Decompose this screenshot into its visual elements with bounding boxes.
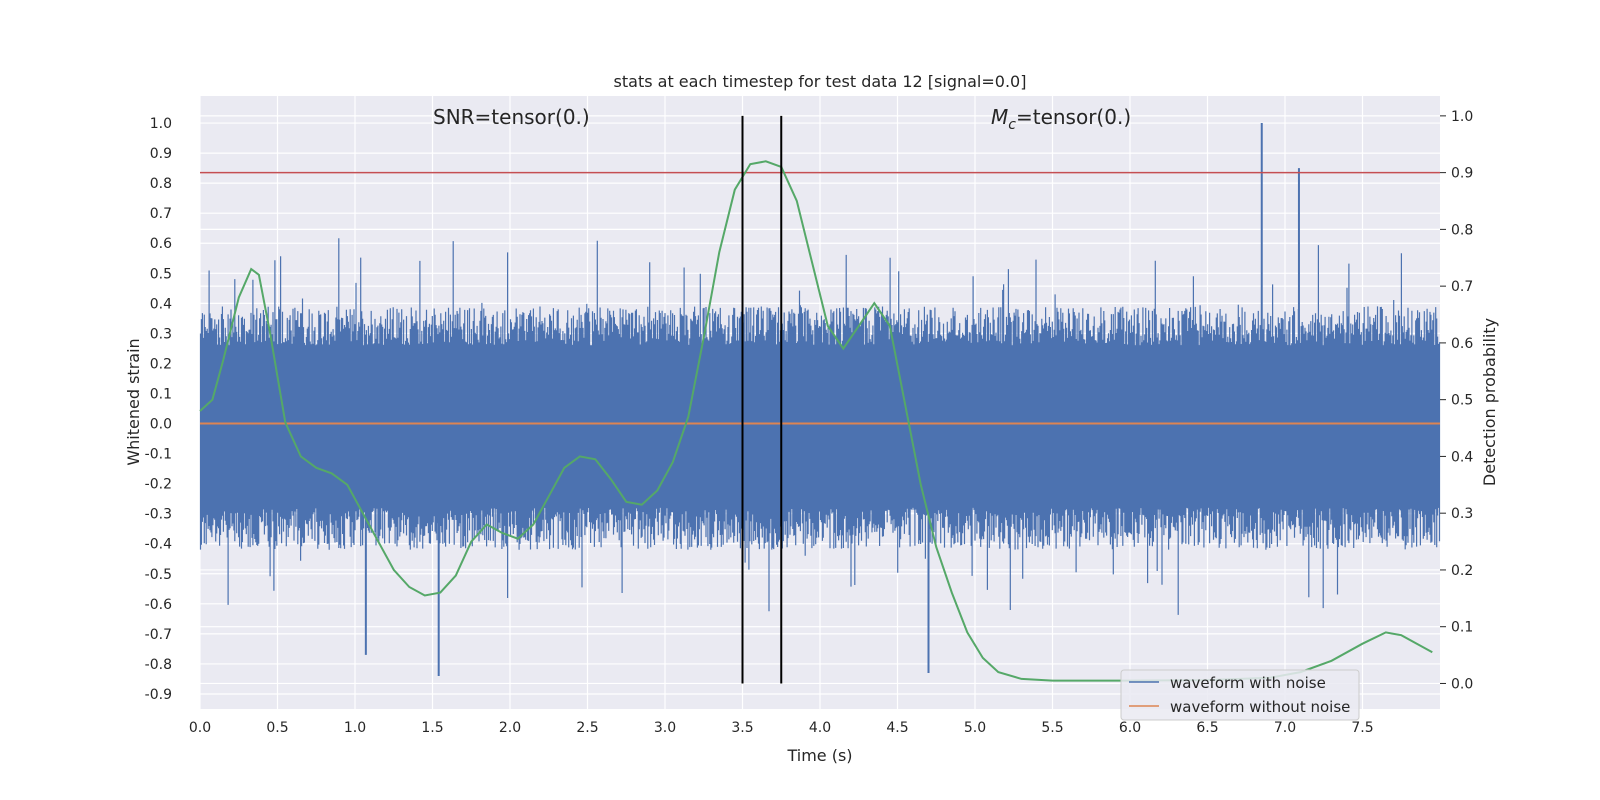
y-tick-label: 0.0 <box>150 417 172 433</box>
y2-tick-label: 0.5 <box>1451 393 1473 409</box>
x-tick-label: 7.5 <box>1351 720 1373 736</box>
y2-tick-label: 0.1 <box>1451 620 1473 636</box>
y2-tick-label: 0.0 <box>1451 676 1473 692</box>
y2-tick-label: 0.3 <box>1451 506 1473 522</box>
x-tick-label: 1.0 <box>344 720 366 736</box>
y2-tick-label: 0.8 <box>1451 222 1473 238</box>
y-tick-label: 0.1 <box>150 386 172 402</box>
y-tick-label: 0.3 <box>150 326 172 342</box>
overlay <box>199 115 1440 684</box>
y-tick-label: -0.6 <box>145 597 172 613</box>
legend-label-clean: waveform without noise <box>1170 698 1350 716</box>
x-tick-label: 0.5 <box>266 720 288 736</box>
snr-annotation: SNR=tensor(0.) <box>433 105 590 129</box>
x-tick-label: 3.0 <box>654 720 676 736</box>
mc-annotation: Mc=tensor(0.) <box>991 105 1131 133</box>
x-tick-label: 5.5 <box>1041 720 1063 736</box>
y-tick-label: 0.4 <box>150 296 172 312</box>
x-tick-label: 6.0 <box>1119 720 1141 736</box>
y-tick-label: 0.5 <box>150 266 172 282</box>
x-tick-label: 3.5 <box>731 720 753 736</box>
y-axis-label: Whitened strain <box>124 338 143 465</box>
chart-title: stats at each timestep for test data 12 … <box>614 72 1027 91</box>
y-tick-label: -0.8 <box>145 657 172 673</box>
mc-subscript: c <box>1008 117 1016 133</box>
y-tick-label: -0.2 <box>145 477 172 493</box>
x-tick-label: 6.5 <box>1196 720 1218 736</box>
y2-tick-label: 0.6 <box>1451 336 1473 352</box>
detection-probability-line <box>199 160 1433 682</box>
y-tick-label: 0.7 <box>150 206 172 222</box>
y2-axis-label: Detection probability <box>1480 318 1499 486</box>
x-tick-label: 2.5 <box>576 720 598 736</box>
y2-tick-label: 0.4 <box>1451 449 1473 465</box>
y2-tick-label: 1.0 <box>1451 109 1473 125</box>
y-tick-label: -0.3 <box>145 507 172 523</box>
x-tick-label: 4.5 <box>886 720 908 736</box>
legend-box <box>1120 669 1360 721</box>
legend-label-noise: waveform with noise <box>1170 674 1326 692</box>
y-tick-label: 0.6 <box>150 236 172 252</box>
x-axis-ticks: 0.0 0.5 1.0 1.5 2.0 2.5 3.0 3.5 4.0 4.5 5.0 5.5 6.0 6… <box>189 720 1374 736</box>
legend: waveform with noise waveform without noi… <box>1120 669 1360 721</box>
y-tick-label: -0.1 <box>145 447 172 463</box>
x-axis-label: Time (s) <box>786 746 852 765</box>
y-tick-label: 0.8 <box>150 176 172 192</box>
x-tick-label: 7.0 <box>1274 720 1296 736</box>
y-tick-label: 1.0 <box>150 116 172 132</box>
y-tick-label: -0.4 <box>145 537 172 553</box>
y-tick-label: -0.5 <box>145 567 172 583</box>
y-tick-label: 0.2 <box>150 356 172 372</box>
x-tick-label: 5.0 <box>964 720 986 736</box>
mc-symbol: M <box>991 105 1008 129</box>
y2-axis-ticks: 1.0 0.9 0.8 0.7 0.6 0.5 0.4 0.3 0.2 0.1 0.0 <box>1440 109 1473 692</box>
y2-tick-label: 0.7 <box>1451 279 1473 295</box>
x-tick-label: 2.0 <box>499 720 521 736</box>
y-axis-ticks: 1.0 0.9 0.8 0.7 0.6 0.5 0.4 0.3 0.2 0.1 0.0 -0.1 -0.… <box>145 116 172 703</box>
y2-tick-label: 0.2 <box>1451 563 1473 579</box>
x-tick-label: 4.0 <box>809 720 831 736</box>
x-tick-label: 0.0 <box>189 720 211 736</box>
y-tick-label: 0.9 <box>150 146 172 162</box>
y-tick-label: -0.7 <box>145 627 172 643</box>
y-tick-label: -0.9 <box>145 687 172 703</box>
waveform-with-noise-series <box>199 123 1441 676</box>
y2-tick-label: 0.9 <box>1451 166 1473 182</box>
x-tick-label: 1.5 <box>421 720 443 736</box>
mc-value: =tensor(0.) <box>1016 105 1131 129</box>
